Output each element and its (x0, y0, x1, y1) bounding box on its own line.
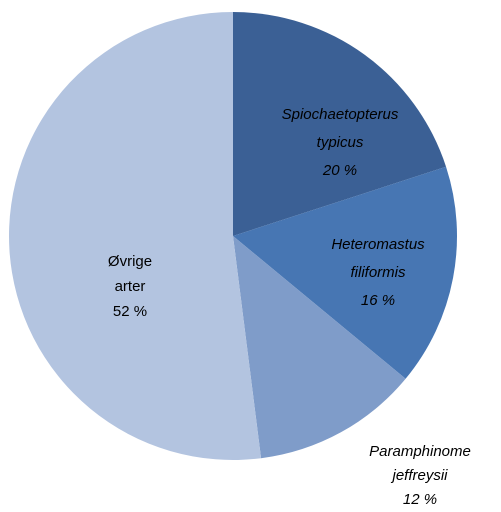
name-line: filiformis (351, 264, 406, 281)
slice-name: Spiochaetopterus typicus (282, 106, 399, 151)
name-line: Heteromastus (331, 236, 425, 253)
name-line: jeffreysii (390, 467, 448, 484)
name-line: Spiochaetopterus (282, 106, 399, 123)
slice-name: Paramphinome jeffreysii (369, 443, 471, 484)
name-line: Øvrige (108, 253, 152, 270)
name-line: Paramphinome (369, 443, 471, 460)
pie-slice (233, 236, 406, 459)
value-label: 16 % (361, 292, 395, 309)
name-line: typicus (317, 134, 364, 151)
value-label: 52 % (113, 303, 147, 320)
slice-name: Heteromastus filiformis (331, 236, 425, 281)
pie-slice (9, 12, 262, 460)
value-label: 20 % (322, 162, 357, 179)
name-line: arter (115, 278, 146, 295)
slice-name: Øvrige arter (108, 253, 152, 295)
value-label: 12 % (403, 491, 437, 508)
pie-slice (233, 166, 458, 379)
pie-slice (233, 12, 447, 236)
